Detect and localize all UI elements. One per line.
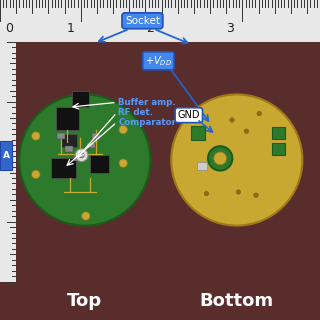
- Bar: [57, 133, 65, 139]
- Circle shape: [230, 118, 234, 122]
- Text: 0: 0: [6, 21, 14, 35]
- Text: 3: 3: [227, 21, 234, 35]
- Text: Top: Top: [67, 292, 102, 310]
- Circle shape: [82, 212, 90, 220]
- Text: GND: GND: [178, 110, 200, 120]
- Bar: [56, 107, 79, 130]
- Text: Bottom: Bottom: [200, 292, 274, 310]
- Circle shape: [119, 159, 127, 167]
- Bar: [197, 162, 207, 170]
- Text: 2: 2: [147, 21, 154, 35]
- Bar: [191, 126, 205, 140]
- Bar: [65, 146, 73, 152]
- Circle shape: [204, 191, 209, 196]
- Text: Buffer amp.: Buffer amp.: [118, 98, 176, 107]
- Bar: [51, 158, 76, 178]
- Circle shape: [214, 152, 227, 165]
- Bar: [87, 143, 95, 148]
- Circle shape: [79, 153, 84, 158]
- Circle shape: [75, 149, 88, 162]
- Circle shape: [171, 94, 302, 226]
- Text: RF det.: RF det.: [118, 108, 153, 117]
- Text: 1: 1: [67, 21, 74, 35]
- Text: Comparator: Comparator: [118, 118, 176, 127]
- Circle shape: [19, 94, 150, 226]
- Bar: [92, 133, 100, 139]
- Bar: [90, 155, 109, 173]
- Circle shape: [244, 129, 249, 133]
- Bar: [61, 134, 77, 147]
- Bar: [272, 127, 285, 139]
- Bar: [0, 141, 12, 170]
- Bar: [0, 0, 320, 42]
- Text: Socket: Socket: [125, 16, 160, 26]
- Circle shape: [254, 193, 258, 197]
- Bar: [74, 156, 83, 161]
- Bar: [72, 91, 89, 107]
- Bar: [0, 42, 16, 282]
- Circle shape: [257, 111, 261, 116]
- Text: A: A: [3, 151, 10, 160]
- Circle shape: [236, 190, 241, 194]
- Circle shape: [119, 125, 127, 134]
- Text: $+V_{DD}$: $+V_{DD}$: [145, 54, 172, 68]
- Circle shape: [32, 170, 40, 179]
- Circle shape: [32, 132, 40, 140]
- Circle shape: [208, 146, 232, 171]
- Bar: [272, 143, 285, 155]
